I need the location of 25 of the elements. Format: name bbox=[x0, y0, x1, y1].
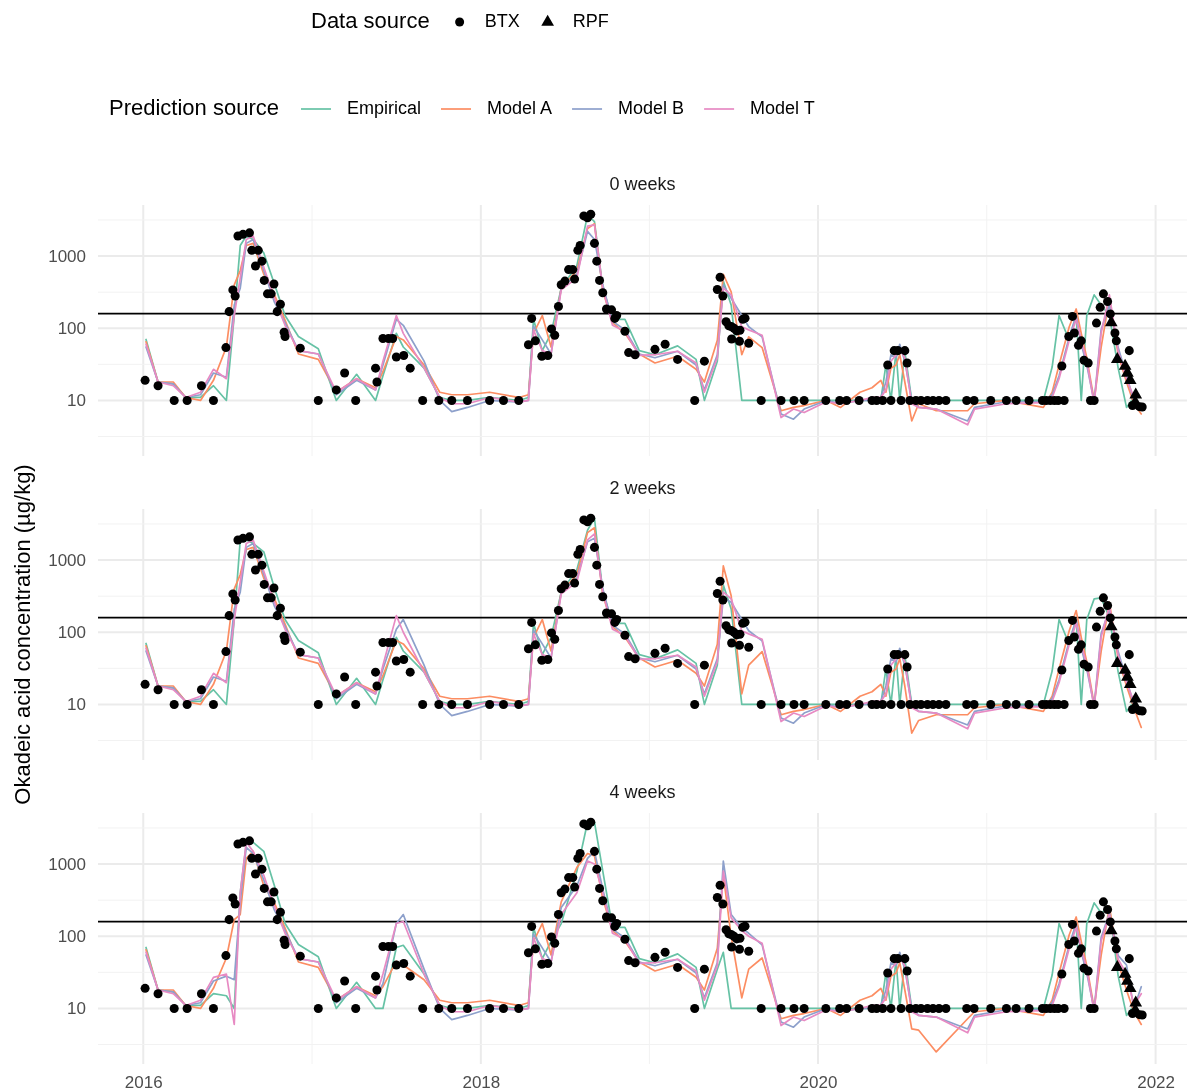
y-axis-title: Okadeic acid concentration (µg/kg) bbox=[10, 464, 35, 805]
y-tick-label: 1000 bbox=[48, 551, 86, 571]
chart-title: 4 weeks bbox=[609, 782, 676, 802]
x-tick-label: 2018 bbox=[462, 1073, 501, 1092]
y-tick-label: 100 bbox=[57, 623, 86, 643]
legend-label: Model T bbox=[750, 97, 815, 118]
chart-title: 0 weeks bbox=[609, 174, 676, 194]
legend-label: Model B bbox=[618, 97, 685, 118]
y-tick-label: 10 bbox=[67, 999, 86, 1019]
y-tick-label: 10 bbox=[67, 391, 86, 411]
legend-label: BTX bbox=[484, 10, 520, 31]
legend-label: Empirical bbox=[346, 97, 421, 118]
legend-title: Data source bbox=[311, 7, 430, 33]
legend-title: Prediction source bbox=[109, 94, 279, 120]
legend-label: Model A bbox=[487, 97, 553, 118]
y-tick-label: 10 bbox=[67, 695, 86, 715]
x-tick-label: 2016 bbox=[124, 1073, 163, 1092]
chart-title: 2 weeks bbox=[609, 478, 676, 498]
x-tick-label: 2022 bbox=[1137, 1073, 1176, 1092]
y-tick-label: 100 bbox=[57, 927, 86, 947]
x-tick-label: 2020 bbox=[799, 1073, 838, 1092]
y-tick-label: 1000 bbox=[48, 855, 86, 875]
legend-label: RPF bbox=[572, 10, 609, 31]
y-tick-label: 100 bbox=[57, 319, 86, 339]
y-tick-label: 1000 bbox=[48, 247, 86, 267]
